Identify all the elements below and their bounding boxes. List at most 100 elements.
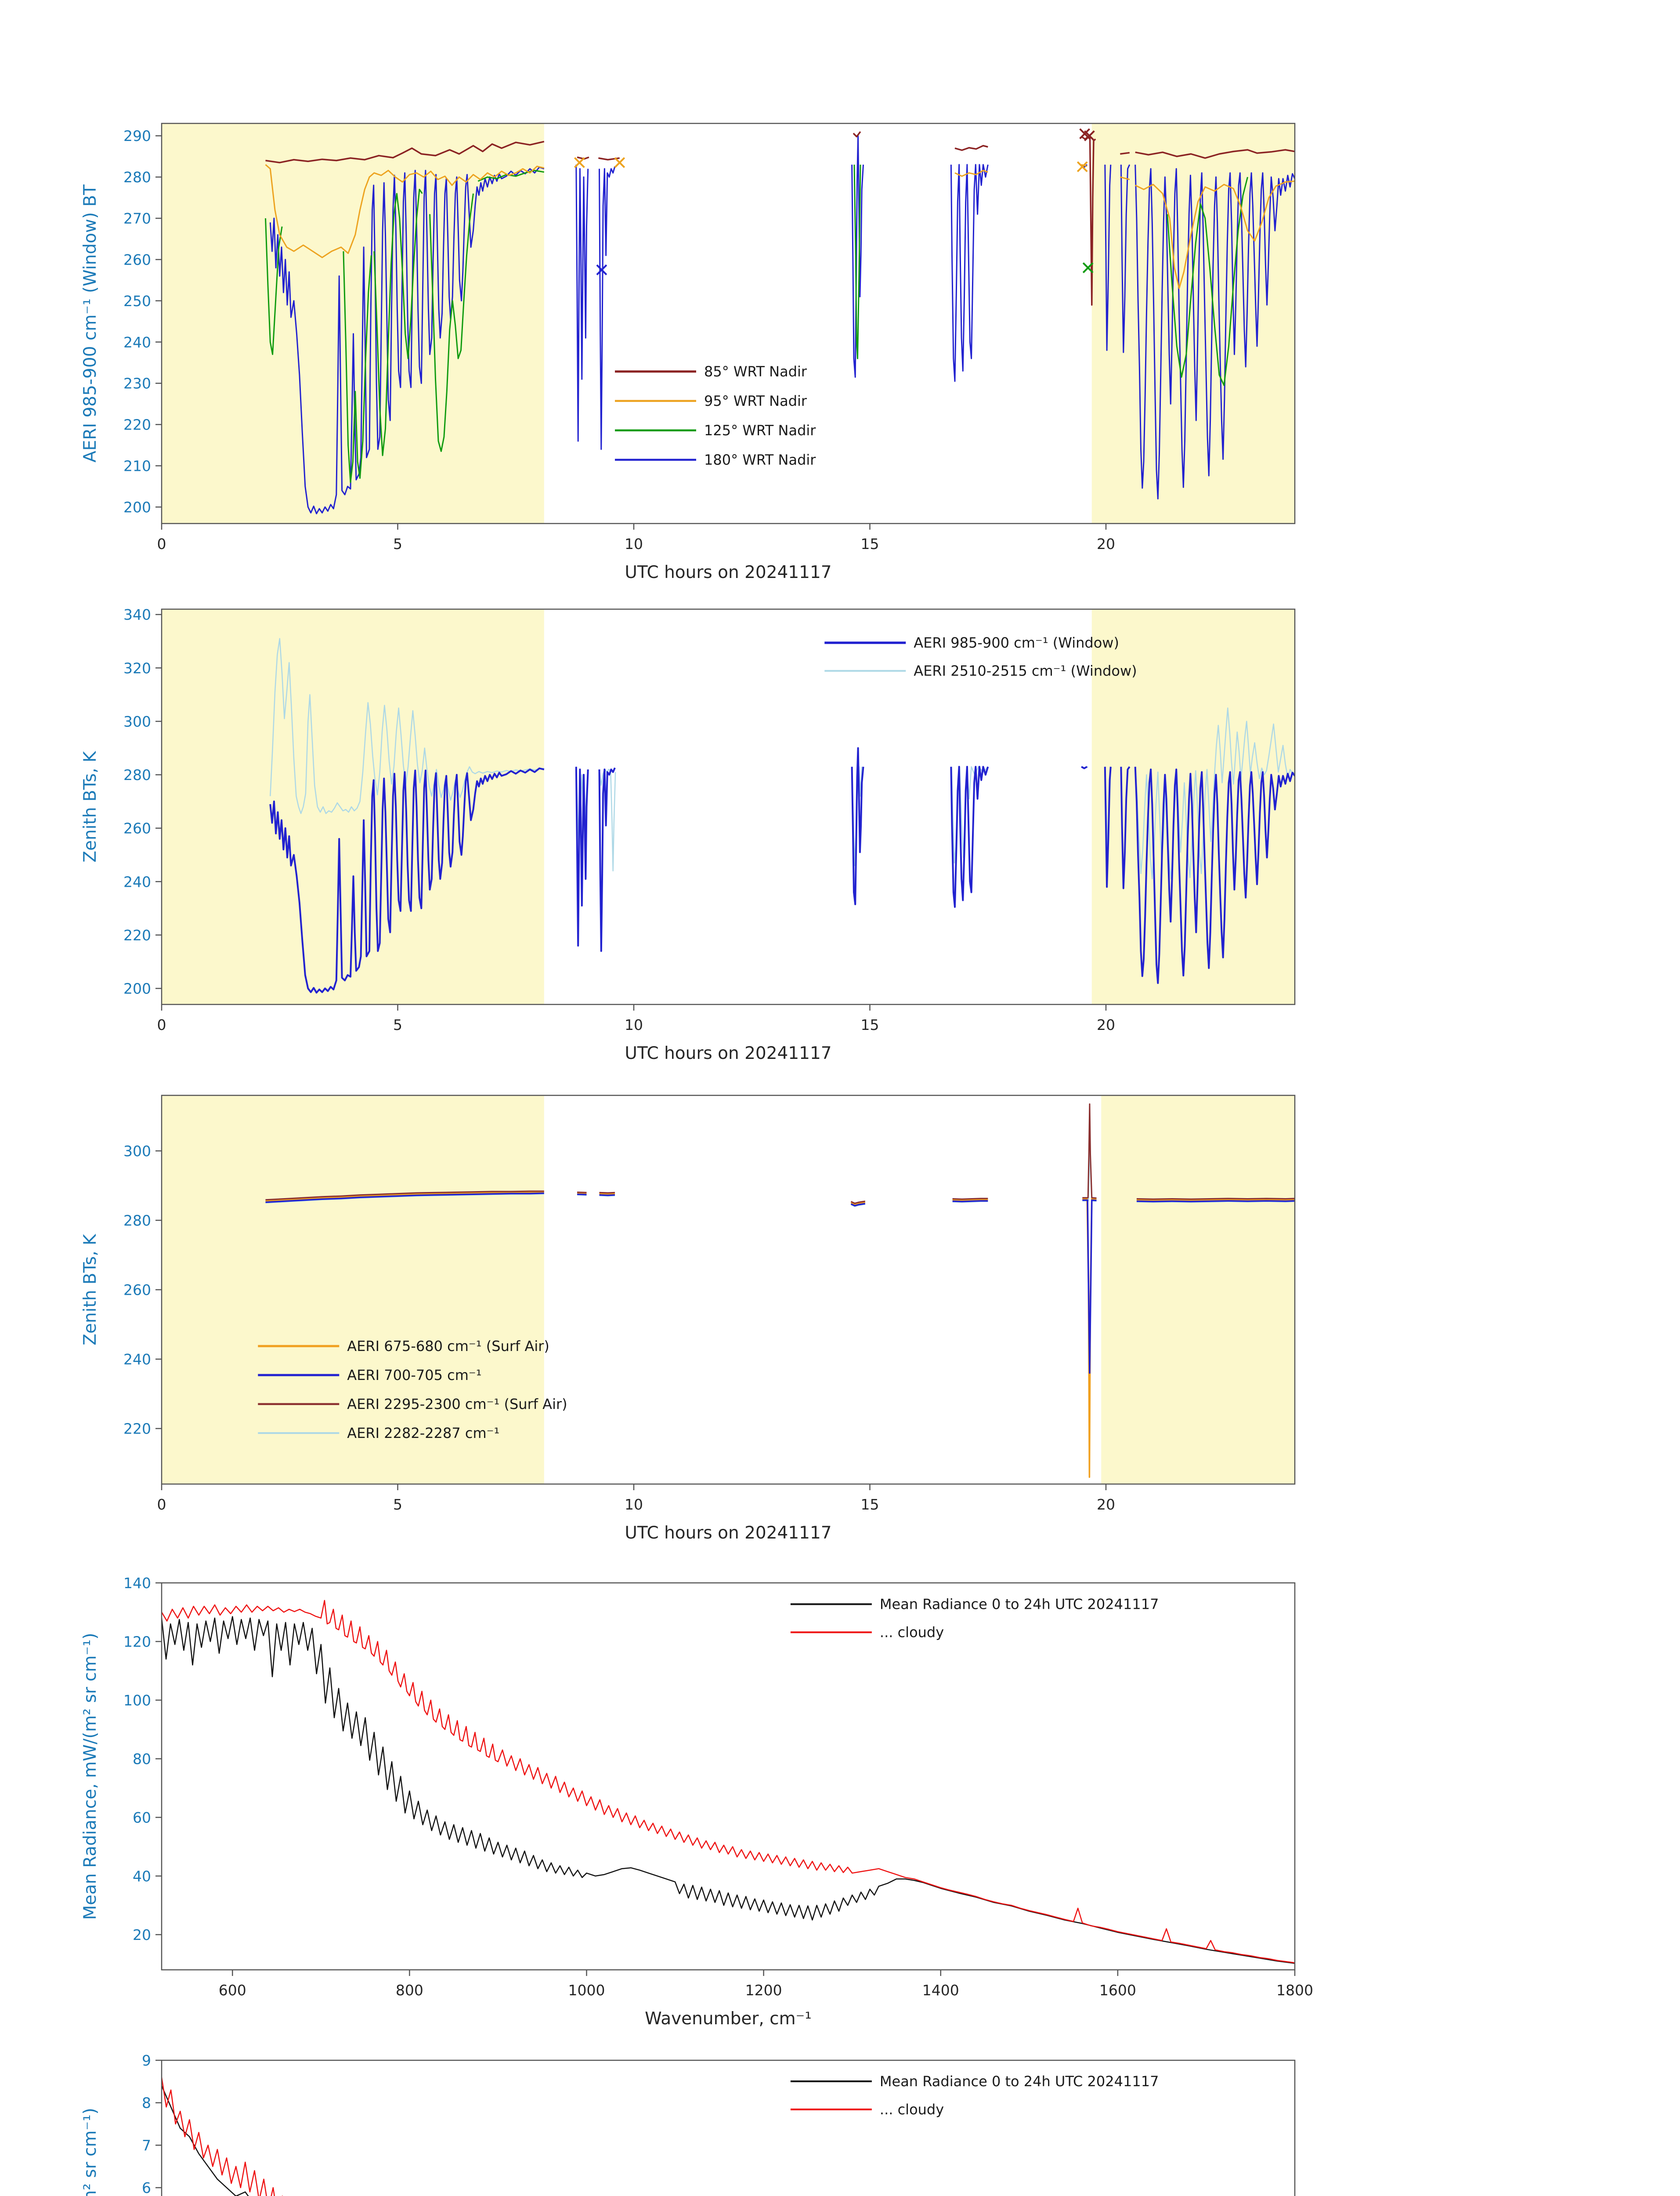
series-125-wrt-nadir	[477, 170, 545, 182]
series-aeri-700-705-cm	[1082, 1199, 1097, 1374]
series-group	[265, 128, 1295, 514]
y-tick-label: 140	[123, 1575, 151, 1592]
cross-marker	[1084, 130, 1095, 141]
legend-label: AERI 2510-2515 cm⁻¹ (Window)	[914, 663, 1137, 679]
series-aeri-985-900-cm-window	[1120, 766, 1131, 889]
series-85-wrt-nadir	[853, 131, 861, 137]
y-axis-label: Mean Radiance, mW/(m² sr cm⁻¹)	[80, 2108, 100, 2196]
legend-label: AERI 985-900 cm⁻¹ (Window)	[914, 635, 1119, 651]
y-tick-label: 80	[133, 1750, 151, 1767]
y-tick-label: 320	[123, 660, 151, 677]
cross-marker	[1082, 262, 1094, 274]
y-tick-label: 280	[123, 1212, 151, 1229]
y-tick-label: 240	[123, 1351, 151, 1368]
legend-label: 180° WRT Nadir	[704, 451, 816, 468]
series-aeri-2295-2300-cm-surf-air	[850, 1200, 866, 1204]
x-tick-label: 1600	[1099, 1982, 1136, 1999]
legend-label: 125° WRT Nadir	[704, 422, 816, 439]
series-aeri-675-680-cm-surf-air	[1082, 1198, 1097, 1478]
y-tick-label: 20	[133, 1926, 151, 1943]
x-tick-label: 20	[1097, 535, 1115, 553]
x-tick-label: 0	[157, 1016, 166, 1033]
series-85-wrt-nadir	[1120, 152, 1130, 155]
series-aeri-700-705-cm	[265, 1192, 544, 1203]
y-tick-label: 250	[123, 293, 151, 310]
series-aeri-2510-2515-cm-window	[575, 766, 589, 853]
series-180-wrt-nadir	[1104, 164, 1112, 351]
y-tick-label: 60	[133, 1809, 151, 1826]
series-mean-radiance-0-to-24h-utc-20241117	[162, 1616, 1295, 1964]
legend-label: AERI 675-680 cm⁻¹ (Surf Air)	[347, 1338, 549, 1354]
series-cloudy	[162, 2077, 283, 2196]
shaded-band	[162, 1095, 544, 1484]
series-125-wrt-nadir	[265, 218, 283, 355]
series-180-wrt-nadir	[269, 166, 545, 514]
x-tick-label: 10	[625, 1016, 643, 1033]
y-tick-label: 340	[123, 606, 151, 623]
x-tick-label: 600	[219, 1982, 246, 1999]
x-tick-label: 10	[625, 535, 643, 553]
series-95-wrt-nadir	[1120, 176, 1130, 181]
legend: AERI 675-680 cm⁻¹ (Surf Air) AERI 700-705…	[258, 1338, 567, 1441]
y-tick-label: 300	[123, 1142, 151, 1159]
series-180-wrt-nadir	[851, 135, 864, 378]
series-180-wrt-nadir	[950, 164, 989, 382]
series-aeri-2295-2300-cm-surf-air	[599, 1192, 615, 1194]
y-tick-label: 200	[123, 498, 151, 516]
x-axis-label: Wavenumber, cm⁻¹	[645, 2009, 812, 2029]
x-tick-label: 15	[861, 1496, 879, 1513]
series-125-wrt-nadir	[343, 251, 372, 483]
legend: Mean Radiance 0 to 24h UTC 20241117 ... c…	[790, 2073, 1159, 2118]
series-95-wrt-nadir	[954, 170, 988, 177]
series-aeri-2295-2300-cm-surf-air	[1082, 1103, 1097, 1199]
series-aeri-2510-2515-cm-window	[599, 769, 616, 872]
y-tick-label: 40	[133, 1867, 151, 1885]
legend-label: AERI 2295-2300 cm⁻¹ (Surf Air)	[347, 1396, 567, 1412]
plot-frame	[161, 1582, 1296, 1971]
series-aeri-675-680-cm-surf-air	[265, 1191, 544, 1202]
series-aeri-700-705-cm	[1136, 1200, 1295, 1203]
y-tick-label: 6	[142, 2179, 151, 2196]
series-180-wrt-nadir	[1120, 164, 1131, 353]
series-aeri-985-900-cm-window	[851, 747, 864, 905]
series-85-wrt-nadir	[265, 141, 545, 163]
y-tick-label: 220	[123, 927, 151, 944]
series-180-wrt-nadir	[599, 166, 616, 450]
legend-label: 85° WRT Nadir	[704, 363, 807, 380]
cross-marker	[1077, 161, 1088, 173]
y-tick-label: 270	[123, 210, 151, 227]
series-125-wrt-nadir	[429, 193, 474, 452]
x-axis-label: UTC hours on 20241117	[625, 563, 831, 582]
cross-marker	[596, 264, 607, 275]
y-tick-label: 290	[123, 127, 151, 144]
series-85-wrt-nadir	[1135, 149, 1295, 159]
shaded-band	[162, 609, 544, 1004]
y-tick-label: 220	[123, 416, 151, 433]
legend-label: Mean Radiance 0 to 24h UTC 20241117	[880, 2073, 1159, 2090]
plot-frame	[161, 2059, 1296, 2196]
shaded-band	[1101, 1095, 1295, 1484]
x-tick-label: 800	[396, 1982, 423, 1999]
x-tick-label: 1400	[922, 1982, 959, 1999]
x-axis-label: UTC hours on 20241117	[625, 1044, 831, 1063]
x-tick-label: 5	[393, 535, 402, 553]
panel-1: 0 5 10 15 20 200 210 220 230 240 250 260 270 280 290 UT…	[80, 123, 1296, 582]
legend: 85° WRT Nadir 95° WRT Nadir 125° WRT Nadir…	[615, 363, 816, 468]
y-axis-label: Zenith BTs, K	[80, 1233, 100, 1345]
series-aeri-675-680-cm-surf-air	[952, 1199, 988, 1201]
plot-frame	[161, 123, 1296, 524]
x-tick-label: 1800	[1276, 1982, 1313, 1999]
x-tick-label: 15	[861, 535, 879, 553]
series-group	[162, 2077, 283, 2196]
legend-label: ... cloudy	[880, 1624, 944, 1640]
x-tick-label: 20	[1097, 1496, 1115, 1513]
y-tick-label: 120	[123, 1633, 151, 1650]
y-tick-label: 200	[123, 980, 151, 997]
series-aeri-700-705-cm	[952, 1200, 988, 1203]
legend-label: AERI 700-705 cm⁻¹	[347, 1367, 481, 1383]
x-tick-label: 1200	[745, 1982, 782, 1999]
legend-label: Mean Radiance 0 to 24h UTC 20241117	[880, 1596, 1159, 1612]
legend: Mean Radiance 0 to 24h UTC 20241117 ... c…	[790, 1596, 1159, 1640]
